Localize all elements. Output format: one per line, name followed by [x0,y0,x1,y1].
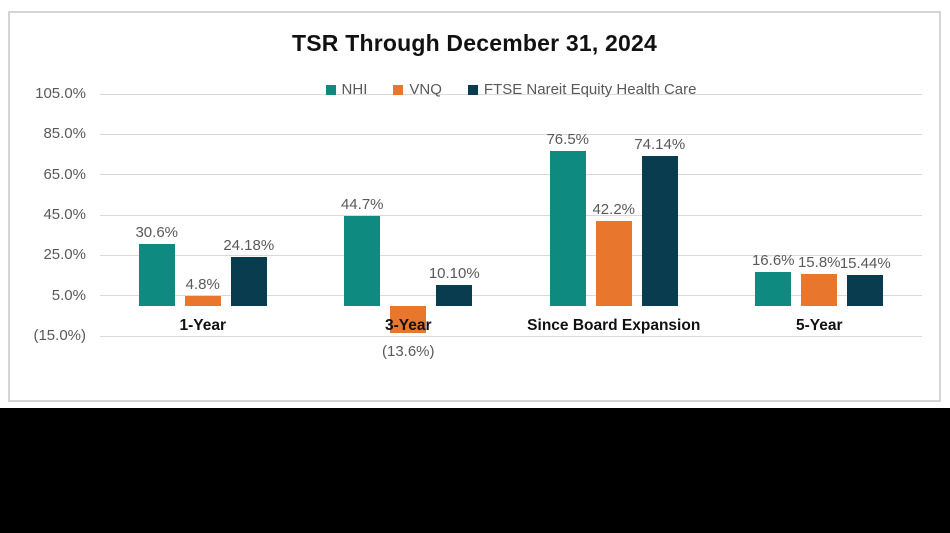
y-axis-tick-label: 5.0% [51,286,86,304]
bar-vnq-5-year [801,273,838,306]
bar-data-label: 44.7% [340,195,384,213]
bar-ftse-nareit-equity-health-care-since-board-expansion [641,156,678,306]
y-axis-tick-label: 25.0% [43,246,86,264]
bar-ftse-nareit-equity-health-care-5-year [847,274,884,306]
bar-data-label: 42.2% [592,200,636,218]
legend-item-nhi: NHI [325,81,368,98]
y-axis-tick-label: 85.0% [43,125,86,143]
bar-vnq-since-board-expansion [595,220,632,306]
bar-data-label: 15.8% [797,253,841,271]
bar-data-label: (13.6%) [381,343,435,361]
category-label-5-year: 5-Year [795,317,843,334]
bar-vnq-1-year [184,296,221,306]
bar-data-label: 16.6% [751,252,795,270]
bar-data-label: 10.10% [428,265,480,283]
bar-data-label: 30.6% [135,224,179,242]
gridline [100,133,922,135]
bar-ftse-nareit-equity-health-care-3-year [436,285,473,306]
gridline [100,335,922,337]
bar-data-label: 15.44% [839,254,891,272]
bar-data-label: 74.14% [634,136,686,154]
legend-swatch-icon [393,84,404,95]
bar-nhi-3-year [344,215,381,306]
chart-card: TSR Through December 31, 2024 NHI VNQ FTSE… [8,11,941,402]
gridline [100,295,922,297]
y-axis-tick-label: 65.0% [43,165,86,183]
category-label-since-board-expansion: Since Board Expansion [527,317,701,334]
legend-label: FTSE Nareit Equity Health Care [483,81,697,98]
gridline [100,214,922,216]
bar-nhi-since-board-expansion [549,151,586,306]
gridline [100,93,922,95]
bar-ftse-nareit-equity-health-care-1-year [230,256,267,306]
y-axis-tick-label: 105.0% [35,85,86,102]
gridline [100,254,922,256]
y-axis-tick-label: (15.0%) [33,327,86,344]
bar-data-label: 4.8% [185,276,220,294]
legend-item-ftse-nareit-equity-health-care: FTSE Nareit Equity Health Care [467,81,697,98]
legend-label: VNQ [409,81,442,98]
legend-label: NHI [341,81,368,98]
gridline [100,174,922,176]
category-label-1-year: 1-Year [179,317,227,334]
legend-swatch-icon [325,84,336,95]
category-label-3-year: 3-Year [384,317,432,334]
legend-item-vnq: VNQ [393,81,442,98]
bar-nhi-5-year [755,272,792,306]
bar-vnq-3-year [390,305,427,334]
bottom-black-bar [0,408,950,533]
chart-legend: NHI VNQ FTSE Nareit Equity Health Care [100,81,922,98]
legend-swatch-icon [467,84,478,95]
y-axis-tick-label: 45.0% [43,206,86,223]
bar-nhi-1-year [138,244,175,306]
chart-title: TSR Through December 31, 2024 [292,30,657,56]
bar-data-label: 24.18% [223,236,275,254]
bar-data-label: 76.5% [546,131,590,149]
